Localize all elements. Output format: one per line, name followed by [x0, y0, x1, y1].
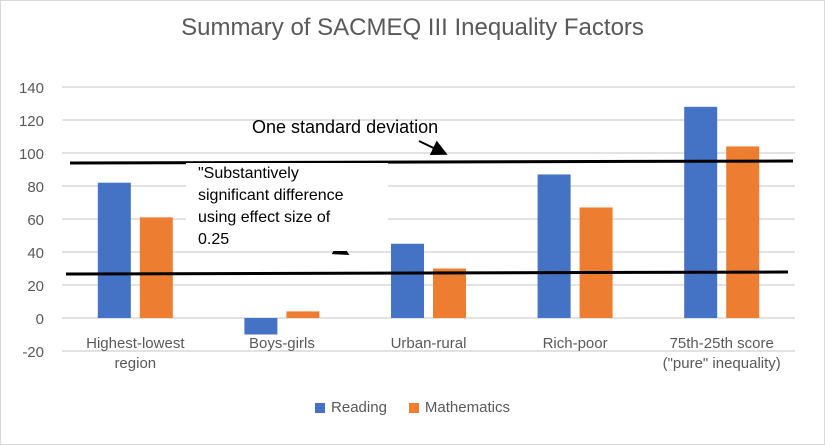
x-category-label: Highest-lowest — [86, 335, 185, 352]
bar-reading — [391, 243, 424, 318]
reading-swatch-icon — [315, 402, 326, 413]
legend-label-reading: Reading — [331, 399, 387, 416]
y-tick-label: 60 — [27, 212, 44, 229]
x-category-label: Boys-girls — [249, 335, 315, 352]
x-category-label: region — [114, 355, 156, 372]
sd-annotation: One standard deviation — [252, 117, 439, 137]
effect-size-annotation: "Substantively significant difference us… — [186, 163, 388, 251]
x-category-label: ("pure" inequality) — [663, 355, 781, 372]
x-category-label: 75th-25th score — [670, 335, 774, 352]
bar-mathematics — [433, 268, 466, 318]
y-tick-label: 20 — [27, 278, 44, 295]
effect-line-3: using effect size of — [198, 209, 331, 226]
bar-reading — [97, 182, 131, 318]
y-tick-label: -20 — [22, 344, 44, 361]
chart-title: Summary of SACMEQ III Inequality Factors — [181, 14, 644, 41]
bar-reading — [244, 318, 278, 335]
mathematics-swatch-icon — [408, 402, 419, 413]
x-category-label: Urban-rural — [391, 335, 467, 352]
x-category-label: Rich-poor — [543, 335, 608, 352]
legend: Reading Mathematics — [0, 399, 825, 416]
effect-line-1: "Substantively — [198, 165, 299, 182]
effect-size-reference-line — [65, 270, 789, 276]
bar-mathematics — [286, 311, 320, 318]
bar-mathematics — [726, 146, 760, 318]
effect-line-2: significant difference — [198, 187, 344, 204]
y-tick-label: 120 — [19, 113, 44, 130]
legend-item-mathematics: Mathematics — [408, 399, 510, 416]
effect-line-4: 0.25 — [198, 231, 230, 248]
y-tick-label: 140 — [19, 80, 44, 97]
legend-item-reading: Reading — [315, 399, 387, 416]
sd-arrow-icon — [418, 140, 448, 156]
legend-label-mathematics: Mathematics — [424, 399, 510, 416]
y-tick-label: 0 — [36, 311, 44, 328]
bar-reading — [684, 106, 718, 318]
y-tick-label: 40 — [27, 245, 44, 262]
sd-reference-line — [69, 159, 794, 165]
bar-reading — [537, 174, 571, 318]
bar-mathematics — [139, 217, 173, 318]
y-tick-label: 80 — [27, 179, 44, 196]
y-tick-label: 100 — [19, 146, 44, 163]
bar-mathematics — [579, 207, 613, 318]
